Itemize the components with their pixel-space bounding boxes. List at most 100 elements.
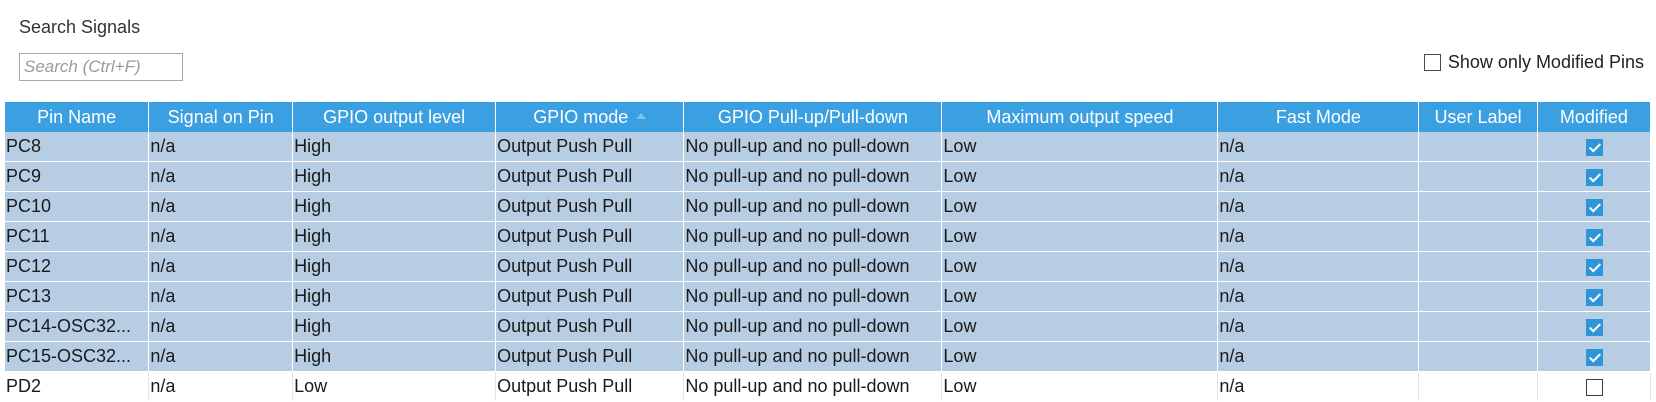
- show-only-modified-checkbox[interactable]: [1423, 54, 1441, 71]
- signal-on-pin-cell[interactable]: n/a: [148, 161, 294, 192]
- table-row[interactable]: PC15-OSC32... n/a High Output Push Pull No p…: [5, 341, 1652, 372]
- modified-checkbox[interactable]: [1585, 138, 1603, 156]
- pin-name-cell[interactable]: PC15-OSC32...: [5, 341, 150, 372]
- signal-on-pin-cell[interactable]: n/a: [148, 132, 294, 162]
- maximum-output-speed-cell[interactable]: Low: [941, 191, 1219, 222]
- pin-name-cell[interactable]: PC11: [5, 221, 150, 252]
- modified-checkbox[interactable]: [1585, 168, 1603, 186]
- gpio-pull-cell[interactable]: No pull-up and no pull-down: [683, 221, 943, 252]
- column-header-user-label[interactable]: User Label: [1418, 102, 1538, 132]
- gpio-mode-cell[interactable]: Output Push Pull: [495, 341, 685, 372]
- modified-cell[interactable]: [1537, 311, 1652, 342]
- user-label-cell[interactable]: [1418, 191, 1538, 222]
- fast-mode-cell[interactable]: n/a: [1217, 132, 1420, 162]
- modified-checkbox[interactable]: [1585, 318, 1603, 336]
- maximum-output-speed-cell[interactable]: Low: [941, 341, 1219, 372]
- maximum-output-speed-cell[interactable]: Low: [941, 251, 1219, 282]
- gpio-output-level-cell[interactable]: High: [292, 311, 497, 342]
- user-label-cell[interactable]: [1418, 371, 1538, 402]
- column-header-modified[interactable]: Modified: [1537, 102, 1652, 132]
- table-row[interactable]: PC8 n/a High Output Push Pull No pull-up and…: [5, 132, 1652, 162]
- show-only-modified-pins-toggle[interactable]: Show only Modified Pins: [1423, 52, 1644, 73]
- modified-checkbox[interactable]: [1585, 198, 1603, 216]
- signal-on-pin-cell[interactable]: n/a: [148, 281, 294, 312]
- pin-name-cell[interactable]: PC12: [5, 251, 150, 282]
- gpio-mode-cell[interactable]: Output Push Pull: [495, 371, 685, 402]
- user-label-cell[interactable]: [1418, 341, 1538, 372]
- pin-name-cell[interactable]: PD2: [5, 371, 150, 402]
- gpio-pull-cell[interactable]: No pull-up and no pull-down: [683, 341, 943, 372]
- column-header-gpio-output-level[interactable]: GPIO output level: [292, 102, 497, 132]
- gpio-output-level-cell[interactable]: High: [292, 161, 497, 192]
- fast-mode-cell[interactable]: n/a: [1217, 281, 1420, 312]
- modified-checkbox[interactable]: [1585, 288, 1603, 306]
- user-label-cell[interactable]: [1418, 281, 1538, 312]
- search-signals-input[interactable]: [19, 53, 183, 81]
- column-header-gpio-mode[interactable]: GPIO mode: [495, 102, 685, 132]
- fast-mode-cell[interactable]: n/a: [1217, 221, 1420, 252]
- user-label-cell[interactable]: [1418, 221, 1538, 252]
- pin-name-cell[interactable]: PC13: [5, 281, 150, 312]
- pin-name-cell[interactable]: PC10: [5, 191, 150, 222]
- gpio-output-level-cell[interactable]: High: [292, 132, 497, 162]
- maximum-output-speed-cell[interactable]: Low: [941, 221, 1219, 252]
- modified-checkbox[interactable]: [1585, 228, 1603, 246]
- table-row[interactable]: PC11 n/a High Output Push Pull No pull-up an…: [5, 221, 1652, 252]
- gpio-output-level-cell[interactable]: High: [292, 221, 497, 252]
- maximum-output-speed-cell[interactable]: Low: [941, 132, 1219, 162]
- gpio-output-level-cell[interactable]: High: [292, 191, 497, 222]
- signal-on-pin-cell[interactable]: n/a: [148, 251, 294, 282]
- fast-mode-cell[interactable]: n/a: [1217, 371, 1420, 402]
- gpio-output-level-cell[interactable]: Low: [292, 371, 497, 402]
- table-row[interactable]: PC12 n/a High Output Push Pull No pull-up an…: [5, 251, 1652, 282]
- column-header-fast-mode[interactable]: Fast Mode: [1217, 102, 1420, 132]
- gpio-pull-cell[interactable]: No pull-up and no pull-down: [683, 161, 943, 192]
- gpio-mode-cell[interactable]: Output Push Pull: [495, 311, 685, 342]
- gpio-pull-cell[interactable]: No pull-up and no pull-down: [683, 132, 943, 162]
- column-header-maximum-output-speed[interactable]: Maximum output speed: [941, 102, 1219, 132]
- pin-name-cell[interactable]: PC8: [5, 132, 150, 162]
- gpio-mode-cell[interactable]: Output Push Pull: [495, 221, 685, 252]
- column-header-pin-name[interactable]: Pin Name: [5, 102, 150, 132]
- user-label-cell[interactable]: [1418, 251, 1538, 282]
- gpio-mode-cell[interactable]: Output Push Pull: [495, 191, 685, 222]
- signal-on-pin-cell[interactable]: n/a: [148, 191, 294, 222]
- modified-checkbox[interactable]: [1585, 258, 1603, 276]
- modified-cell[interactable]: [1537, 132, 1652, 162]
- user-label-cell[interactable]: [1418, 161, 1538, 192]
- modified-cell[interactable]: [1537, 371, 1652, 402]
- maximum-output-speed-cell[interactable]: Low: [941, 311, 1219, 342]
- fast-mode-cell[interactable]: n/a: [1217, 251, 1420, 282]
- pin-name-cell[interactable]: PC14-OSC32...: [5, 311, 150, 342]
- signal-on-pin-cell[interactable]: n/a: [148, 221, 294, 252]
- gpio-pull-cell[interactable]: No pull-up and no pull-down: [683, 281, 943, 312]
- gpio-mode-cell[interactable]: Output Push Pull: [495, 161, 685, 192]
- gpio-mode-cell[interactable]: Output Push Pull: [495, 132, 685, 162]
- signal-on-pin-cell[interactable]: n/a: [148, 371, 294, 402]
- modified-cell[interactable]: [1537, 161, 1652, 192]
- table-row[interactable]: PC9 n/a High Output Push Pull No pull-up and…: [5, 161, 1652, 192]
- gpio-pull-cell[interactable]: No pull-up and no pull-down: [683, 191, 943, 222]
- modified-cell[interactable]: [1537, 341, 1652, 372]
- user-label-cell[interactable]: [1418, 311, 1538, 342]
- fast-mode-cell[interactable]: n/a: [1217, 191, 1420, 222]
- modified-cell[interactable]: [1537, 281, 1652, 312]
- maximum-output-speed-cell[interactable]: Low: [941, 161, 1219, 192]
- gpio-pull-cell[interactable]: No pull-up and no pull-down: [683, 311, 943, 342]
- fast-mode-cell[interactable]: n/a: [1217, 311, 1420, 342]
- gpio-pull-cell[interactable]: No pull-up and no pull-down: [683, 251, 943, 282]
- pin-name-cell[interactable]: PC9: [5, 161, 150, 192]
- signal-on-pin-cell[interactable]: n/a: [148, 341, 294, 372]
- maximum-output-speed-cell[interactable]: Low: [941, 281, 1219, 312]
- gpio-mode-cell[interactable]: Output Push Pull: [495, 251, 685, 282]
- gpio-pull-cell[interactable]: No pull-up and no pull-down: [683, 371, 943, 402]
- modified-cell[interactable]: [1537, 191, 1652, 222]
- column-header-signal-on-pin[interactable]: Signal on Pin: [148, 102, 294, 132]
- modified-cell[interactable]: [1537, 251, 1652, 282]
- gpio-output-level-cell[interactable]: High: [292, 251, 497, 282]
- signal-on-pin-cell[interactable]: n/a: [148, 311, 294, 342]
- modified-checkbox[interactable]: [1585, 378, 1603, 396]
- user-label-cell[interactable]: [1418, 132, 1538, 162]
- modified-cell[interactable]: [1537, 221, 1652, 252]
- column-header-gpio-pull[interactable]: GPIO Pull-up/Pull-down: [683, 102, 943, 132]
